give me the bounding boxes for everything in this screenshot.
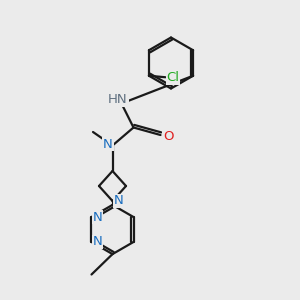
Text: N: N xyxy=(93,235,103,248)
Text: N: N xyxy=(103,137,113,151)
Text: O: O xyxy=(163,130,173,143)
Text: Cl: Cl xyxy=(167,71,179,84)
Text: HN: HN xyxy=(108,93,128,106)
Text: N: N xyxy=(93,211,103,224)
Text: N: N xyxy=(114,194,124,208)
